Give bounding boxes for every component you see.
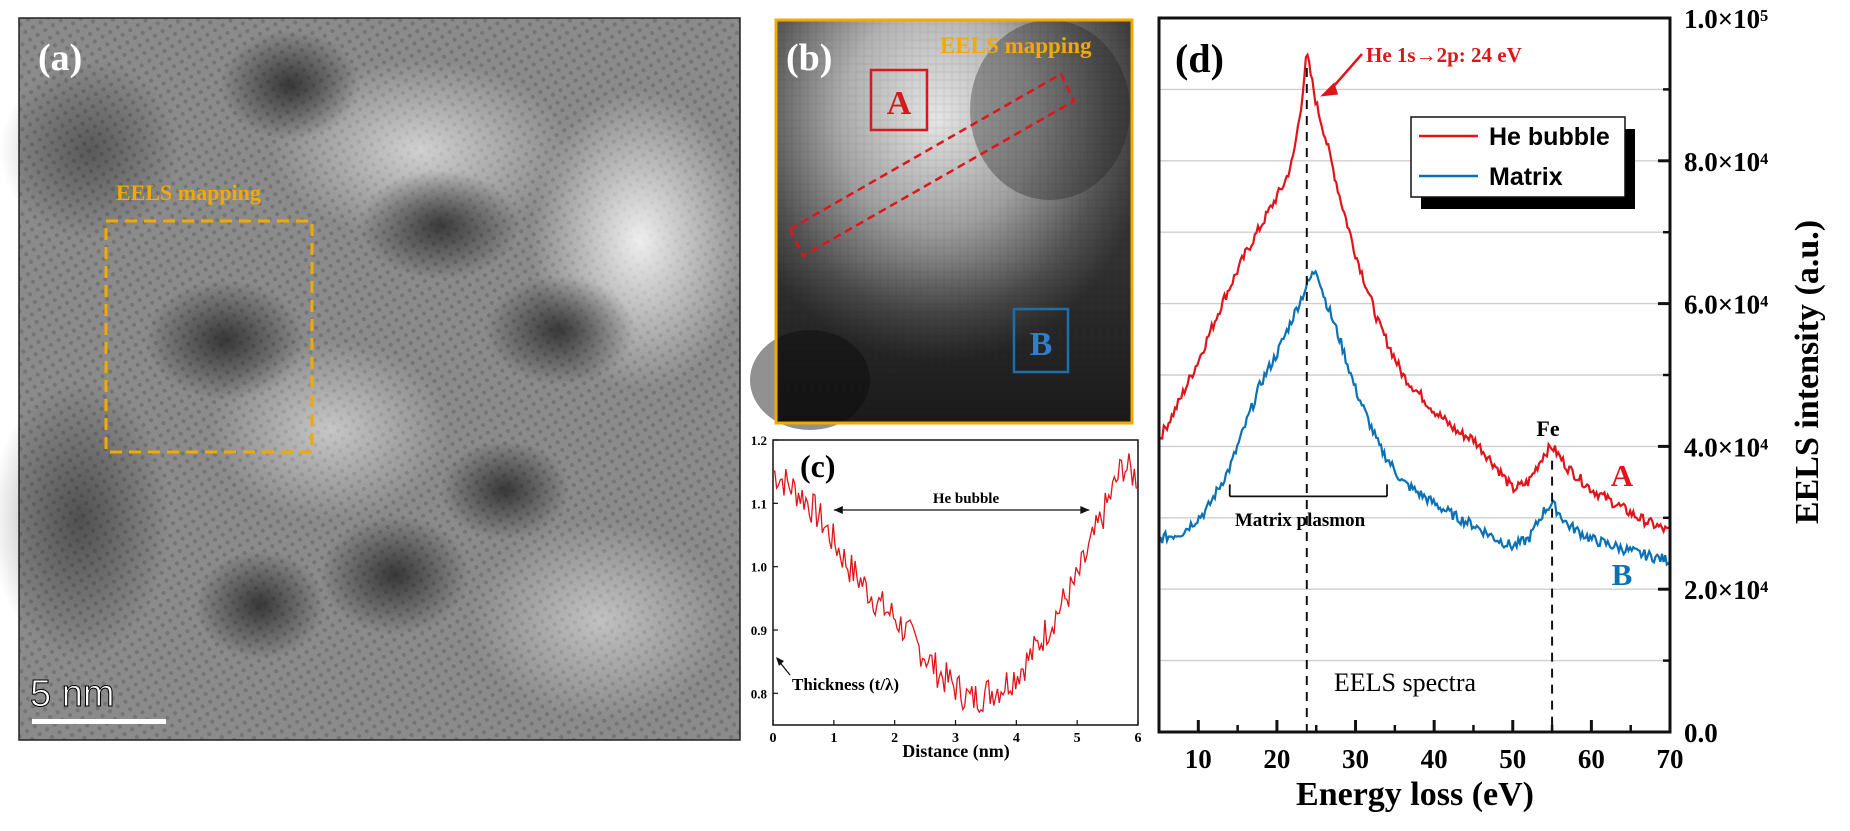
chart-c-ytick-label: 1.1	[751, 496, 767, 511]
region-b-label: B	[1030, 326, 1053, 363]
panel-d-chart: 10 20 30 40 50 60 700.0 2.0×10⁴ 4.0×10⁴ 6.0×10⁴ 8.…	[1157, 4, 1826, 813]
chart-c-xtick-label: 2	[891, 731, 898, 746]
chart-c-xlabel: Distance (nm)	[902, 741, 1009, 762]
chart-d-ytick-label: 1.0×10⁵	[1684, 4, 1768, 34]
legend-item-matrix: Matrix	[1489, 163, 1563, 191]
chart-d-ytick-label: 6.0×10⁴	[1684, 290, 1768, 320]
chart-d-ytick-label: 4.0×10⁴	[1684, 432, 1768, 462]
chart-d-xtick-label: 70	[1657, 744, 1684, 774]
line-profile-roi	[788, 72, 1076, 258]
chart-c-ytick-label: 0.9	[751, 623, 768, 638]
fe-annotation: Fe	[1536, 416, 1559, 441]
chart-d-ylabel: EELS intensity (a.u.)	[1789, 220, 1826, 524]
chart-d-xtick-label: 60	[1578, 744, 1605, 774]
panel-d-label: (d)	[1175, 36, 1224, 81]
panel-a: (a) EELS mapping 5 nm	[0, 17, 750, 741]
chart-d-xtick-label: 10	[1185, 744, 1212, 774]
he-bubble-range-arrow	[833, 506, 1090, 514]
chart-c-bubble-annotation: He bubble	[933, 491, 1000, 507]
chart-c-xtick-label: 3	[952, 731, 959, 746]
legend-item-he-bubble: He bubble	[1489, 123, 1610, 151]
chart-d-xtick-label: 20	[1263, 744, 1290, 774]
panel-b-frame	[774, 18, 1134, 425]
chart-d-xtick-label: 50	[1499, 744, 1526, 774]
chart-d-ytick-label: 0.0	[1684, 718, 1718, 748]
chart-c-thickness-annotation: Thickness (t/λ)	[792, 675, 899, 694]
chart-c-xtick-label: 5	[1074, 731, 1081, 746]
chart-c-series-line	[772, 453, 1139, 714]
panel-b-title: EELS mapping	[940, 33, 1092, 58]
eels-mapping-roi	[104, 219, 314, 454]
chart-c-xtick-label: 6	[1135, 731, 1142, 746]
chart-d-xtick-label: 30	[1342, 744, 1369, 774]
peak-guide-lines	[1305, 67, 1554, 732]
chart-c-frame	[772, 439, 1139, 726]
chart-d-ytick-label: 2.0×10⁴	[1684, 575, 1768, 605]
matrix-plasmon-annotation: Matrix plasmon	[1235, 510, 1366, 531]
chart-d-xlabel: Energy loss (eV)	[1296, 776, 1534, 813]
legend-box	[1410, 116, 1626, 198]
scale-bar	[32, 719, 166, 724]
chart-c-ytick-label: 0.8	[751, 686, 768, 701]
panel-b-label: (b)	[786, 37, 832, 79]
chart-d-legend: He bubble Matrix	[1410, 116, 1635, 209]
region-b-box	[1012, 307, 1070, 374]
he-bubble-spectrum-line	[1158, 52, 1671, 535]
panel-c-label: (c)	[800, 448, 836, 484]
chart-c-ytick-label: 1.2	[751, 433, 767, 448]
panel-b: (b) EELS mapping A B	[750, 18, 1134, 430]
chart-c-xtick-label: 0	[770, 731, 777, 746]
panel-c-chart: 0 1 2 3 4 5 6 0.8 0.9 1.0 1.1 1.2 (c) He bubble Thi…	[751, 433, 1142, 762]
curve-b-label: B	[1612, 557, 1633, 592]
chart-d-xtick-label: 40	[1421, 744, 1448, 774]
chart-c-ytick-label: 1.0	[751, 560, 767, 575]
panel-a-label: (a)	[38, 37, 82, 79]
region-a-label: A	[887, 85, 912, 122]
curve-a-label: A	[1611, 458, 1634, 493]
he-peak-annotation: He 1s→2p: 24 eV	[1366, 43, 1522, 67]
matrix-plasmon-bracket	[1228, 484, 1388, 498]
scale-bar-label: 5 nm	[30, 673, 114, 715]
matrix-spectrum-line	[1158, 269, 1671, 567]
he-peak-arrow	[1320, 53, 1363, 97]
chart-c-xtick-label: 4	[1013, 731, 1020, 746]
region-a-box	[869, 68, 929, 132]
chart-d-ytick-label: 8.0×10⁴	[1684, 147, 1768, 177]
panel-a-roi-label: EELS mapping	[116, 180, 261, 205]
chart-d-title: EELS spectra	[1334, 668, 1477, 697]
chart-c-xtick-label: 1	[830, 731, 837, 746]
